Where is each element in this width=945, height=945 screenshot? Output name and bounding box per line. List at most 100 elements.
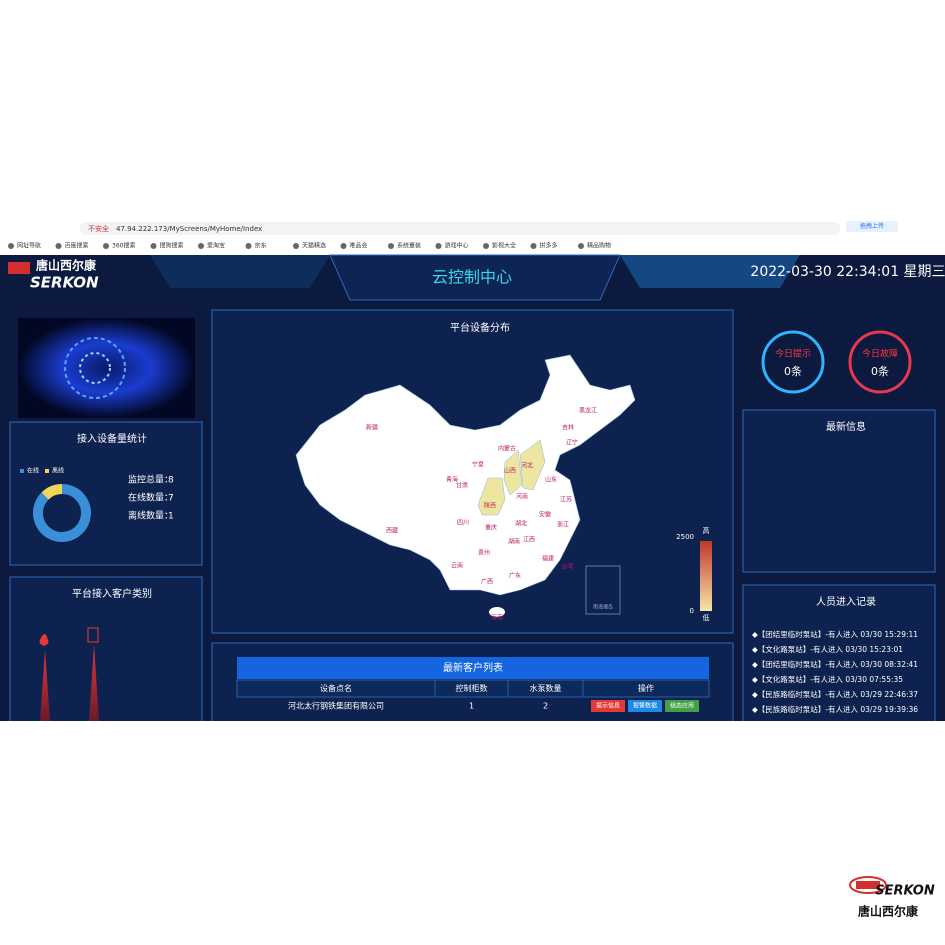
province[interactable]: 新疆 <box>366 424 378 432</box>
province[interactable]: 江苏 <box>560 496 572 504</box>
province[interactable]: 青海 <box>446 476 458 484</box>
log-item: ◆【文化路泵站】-有人进入 03/30 07:55:35 <box>752 674 903 684</box>
map-title: 平台设备分布 <box>450 321 510 334</box>
button[interactable] <box>591 700 625 712</box>
th: 设备点名 <box>320 683 352 693</box>
province[interactable]: 湖南 <box>508 538 520 546</box>
bookmark-icon <box>245 243 252 249</box>
button[interactable] <box>665 700 699 712</box>
stat-value: 8 <box>168 476 174 486</box>
bookmark[interactable]: 360搜索 <box>112 242 135 250</box>
table-title: 最新客户列表 <box>443 661 503 674</box>
bookmark[interactable]: 精品购物 <box>587 242 611 250</box>
upload: 拖拽上传 <box>860 222 884 230</box>
province[interactable]: 广西 <box>481 578 493 586</box>
th: 水泵数量 <box>530 683 562 693</box>
log-item: ◆【文化路泵站】-有人进入 03/30 15:23:01 <box>752 644 903 654</box>
bookmark[interactable]: 影视大全 <box>492 242 516 250</box>
province[interactable]: 广东 <box>509 572 521 580</box>
alert-title: 今日提示 <box>775 348 811 360</box>
bookmark-icon <box>483 243 489 249</box>
province[interactable]: 陕西 <box>484 502 496 510</box>
video[interactable] <box>18 318 195 418</box>
url-box[interactable] <box>80 222 840 235</box>
stat-label: 离线数量： <box>128 510 173 522</box>
province[interactable]: 辽宁 <box>566 439 578 447</box>
province[interactable]: 福建 <box>542 555 554 563</box>
stat-label: 在线数量： <box>128 492 173 504</box>
province[interactable]: 甘肃 <box>456 482 468 490</box>
log-item: ◆【团结里临时泵站】-有人进入 03/30 15:29:11 <box>752 629 918 639</box>
province[interactable]: 贵州 <box>478 549 490 557</box>
province[interactable]: 山西 <box>504 467 516 475</box>
scale-bar <box>700 541 712 611</box>
panel-title: 平台接入客户类别 <box>72 587 152 600</box>
province[interactable]: 浙江 <box>557 521 569 529</box>
bookmark-icon <box>8 243 14 249</box>
bookmark[interactable]: 天猫精选 <box>302 242 326 250</box>
legend: 在线 <box>27 467 39 475</box>
button[interactable] <box>628 700 662 712</box>
panel <box>742 409 936 573</box>
province[interactable]: 河北 <box>521 462 533 470</box>
td: 2 <box>543 702 548 711</box>
bookmark[interactable]: 京东 <box>255 242 267 250</box>
province[interactable]: 山东 <box>545 476 557 484</box>
footer-cn: 唐山西尔康 <box>858 904 919 919</box>
alert-title: 今日故障 <box>862 348 898 360</box>
td: 1 <box>469 702 474 711</box>
button-label: 提示信息 <box>596 702 620 710</box>
province[interactable]: 云南 <box>451 562 463 570</box>
title: 云控制中心 <box>432 268 512 287</box>
bookmark[interactable]: 搜狗搜索 <box>160 242 184 250</box>
donut-segment <box>41 484 63 500</box>
bookmark-icon <box>293 243 299 249</box>
china-map <box>295 354 636 596</box>
logo-en: SERKON <box>30 274 99 292</box>
bookmark-icon <box>198 243 204 249</box>
bookmark-icon <box>150 243 157 249</box>
th: 操作 <box>638 683 654 693</box>
upload-btn[interactable] <box>846 221 898 232</box>
bookmark[interactable]: 百度搜索 <box>65 242 89 250</box>
province[interactable]: 黑龙江 <box>579 407 597 415</box>
province[interactable]: 江西 <box>523 537 535 544</box>
bookmark[interactable]: 系统重装 <box>397 242 421 250</box>
bookmark[interactable]: 游戏中心 <box>445 242 469 250</box>
bookmark[interactable]: 爱淘宝 <box>207 242 225 250</box>
footer-en: SERKON <box>875 884 935 899</box>
bookmark[interactable]: 拼多多 <box>540 242 558 250</box>
south-sea: 南海诸岛 <box>593 604 613 611</box>
scale-max: 2500 <box>676 533 694 541</box>
datetime: 2022-03-30 22:34:01 星期三 <box>750 264 945 280</box>
province[interactable]: 宁夏 <box>472 461 484 469</box>
th-cell <box>582 679 710 698</box>
bookmark[interactable]: 网址导航 <box>17 242 41 250</box>
bookmark-icon <box>578 243 584 249</box>
province[interactable]: 安徽 <box>539 511 551 519</box>
province[interactable]: 海南 <box>491 614 503 622</box>
province[interactable]: 四川 <box>457 520 469 527</box>
province[interactable]: 河南 <box>516 493 528 501</box>
province[interactable]: 台湾 <box>561 563 573 571</box>
td: 河北太行钢铁集团有限公司 <box>288 701 384 711</box>
province[interactable]: 内蒙古 <box>498 445 516 453</box>
bookmark-icon <box>103 243 109 249</box>
stat-value: 1 <box>168 512 174 522</box>
province[interactable]: 吉林 <box>562 424 574 432</box>
alert-ring <box>761 330 825 394</box>
province[interactable]: 湖北 <box>515 520 527 528</box>
alert-count: 0条 <box>784 364 802 378</box>
bookmark[interactable]: 唯品会 <box>350 242 368 250</box>
insecure: 不安全 <box>88 224 109 233</box>
panel <box>742 584 936 728</box>
alert-count: 0条 <box>871 364 889 378</box>
button-label: 组态应用 <box>670 702 694 710</box>
log-item: ◆【团结里临时泵站】-有人进入 03/30 08:32:41 <box>752 659 918 669</box>
province[interactable]: 重庆 <box>485 524 497 532</box>
panel-title: 接入设备量统计 <box>77 432 147 445</box>
stat-value: 7 <box>168 494 174 504</box>
province[interactable]: 西藏 <box>386 527 398 535</box>
scale-low: 低 <box>703 613 710 622</box>
